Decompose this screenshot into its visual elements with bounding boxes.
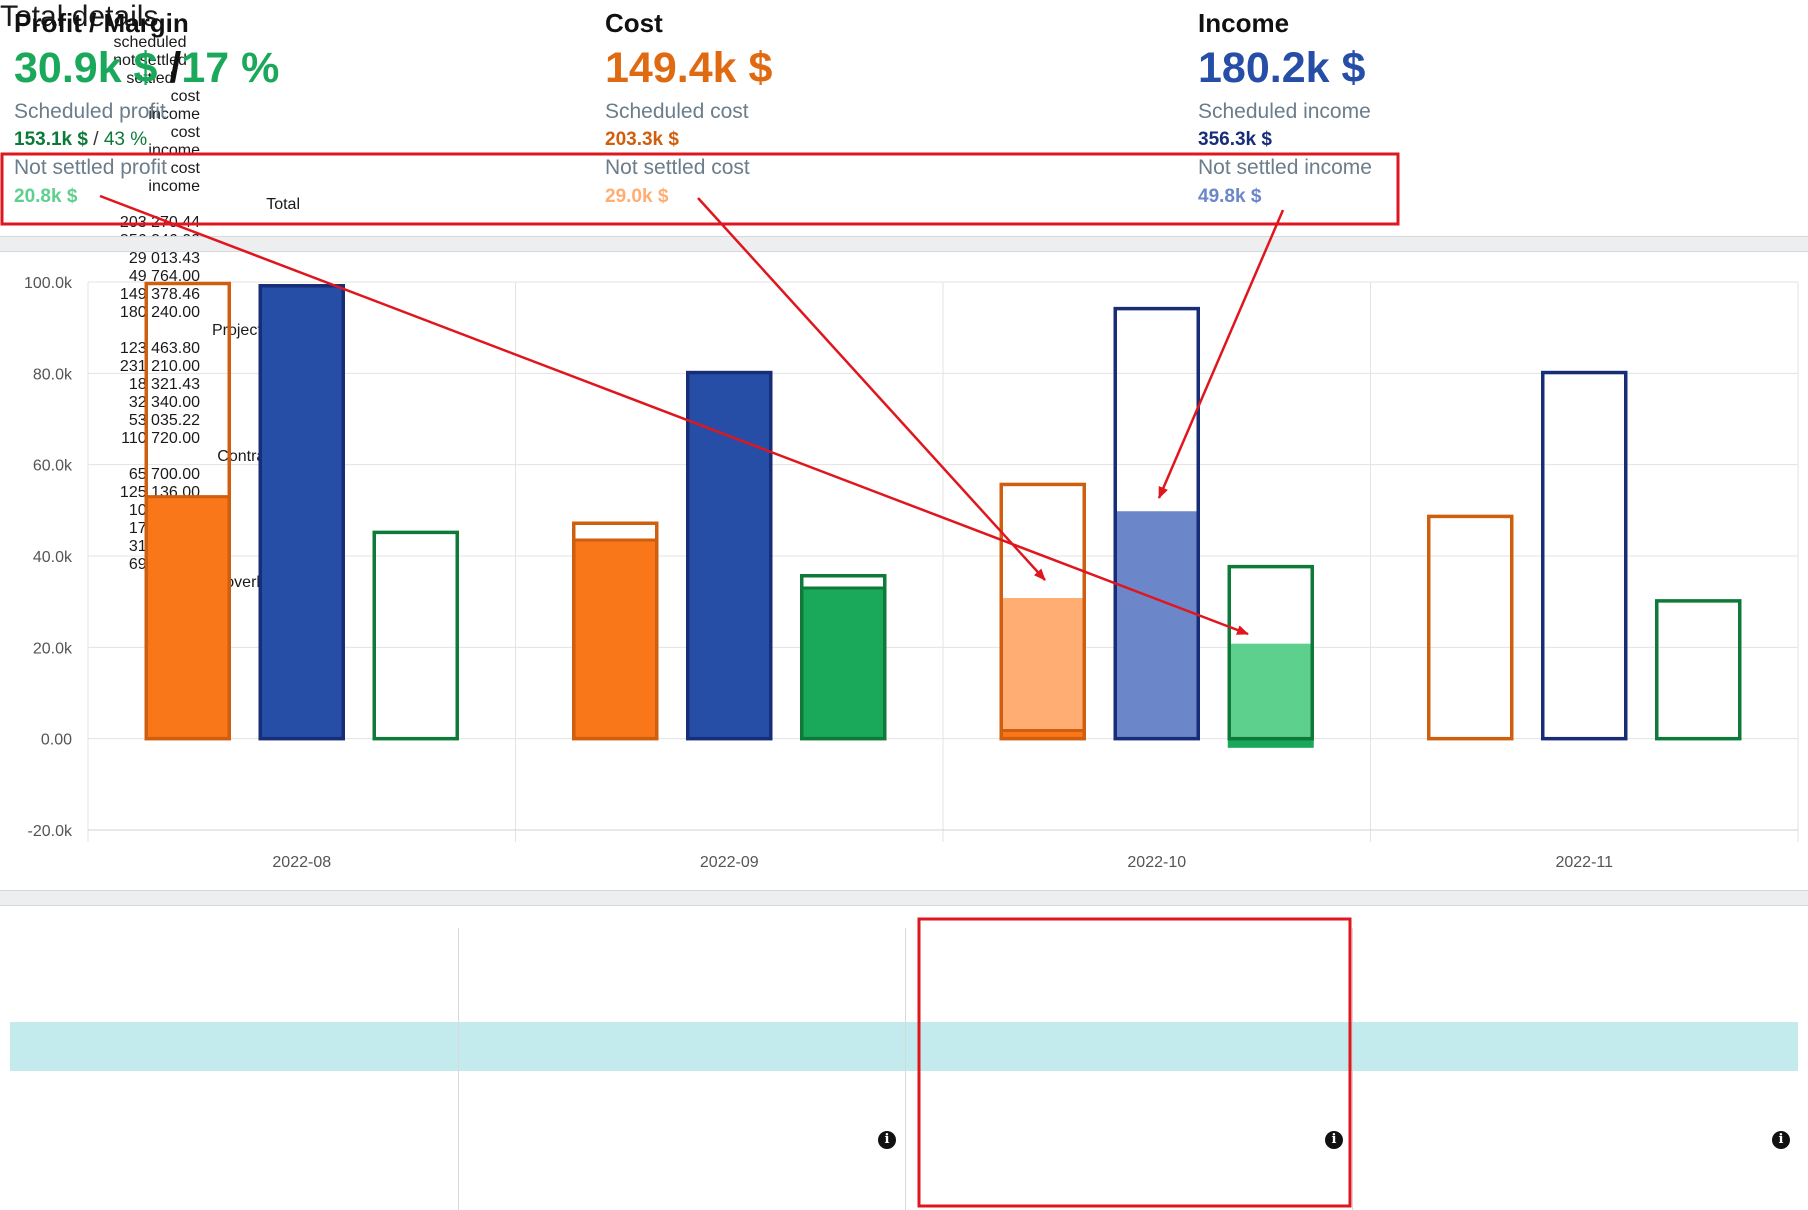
- x-tick-label: 2022-11: [1555, 854, 1613, 871]
- monthly-chart: -20.0k 0.00 20.0k 40.0k 60.0k 80.0k 100.0k 2022…: [24, 275, 1799, 871]
- y-tick-label: -20.0k: [28, 823, 73, 840]
- total-row-highlight: [10, 1022, 1798, 1071]
- not-settled-cost-label: Not settled cost: [605, 156, 750, 179]
- bar-scheduled-cost: [1427, 514, 1514, 741]
- scheduled-cost-label: Scheduled cost: [605, 100, 749, 123]
- scheduled-profit-margin: 43 %: [103, 129, 148, 150]
- section-divider-bottom: [0, 890, 1808, 906]
- not-settled-income-label: Not settled income: [1198, 156, 1372, 179]
- kpi-header: Profit / Margin 30.9k $ /17 % Scheduled …: [0, 0, 1808, 230]
- bar-settled-cost: [999, 730, 1086, 739]
- y-tick-label: 0.00: [41, 732, 72, 749]
- kpi-cost-value: 149.4k $: [605, 44, 773, 92]
- info-circle-icon[interactable]: i: [878, 1131, 896, 1149]
- bar-settled-cost: [144, 496, 231, 739]
- bar-scheduled-profit: [372, 530, 459, 741]
- scheduled-profit-value: 153.1k $ / 43 %: [14, 129, 147, 151]
- column-header-cost: cost: [170, 88, 200, 105]
- not-settled-profit-label: Not settled profit: [14, 156, 167, 179]
- group-header-settled: settled: [126, 70, 174, 87]
- bar-scheduled-profit: [1227, 564, 1314, 741]
- y-tick-label: 100.0k: [24, 275, 73, 292]
- scheduled-profit-amount: 153.1k $: [14, 129, 88, 150]
- scheduled-profit-sep: /: [87, 129, 104, 150]
- scheduled-cost-value: 203.3k $: [605, 129, 679, 150]
- info-circle-icon[interactable]: i: [1772, 1131, 1790, 1149]
- bar-settled-income: [258, 284, 345, 739]
- kpi-profit-value: 30.9k $ /17 %: [14, 44, 279, 93]
- not-settled-income-value: 49.8k $: [1198, 186, 1262, 207]
- scheduled-income-label: Scheduled income: [1198, 100, 1371, 123]
- table-title: Total details: [0, 0, 159, 33]
- column-header-cost: cost: [170, 124, 200, 141]
- group-header-not-settled: not settled: [113, 52, 187, 69]
- y-tick-label: 40.0k: [33, 549, 73, 566]
- column-divider: [905, 928, 906, 1210]
- column-divider: [1352, 928, 1353, 1210]
- y-tick-label: 20.0k: [33, 640, 73, 657]
- column-divider: [458, 928, 459, 1210]
- bar-settled-profit: [800, 587, 887, 739]
- x-tick-label: 2022-09: [700, 854, 759, 871]
- x-tick-label: 2022-10: [1127, 854, 1186, 871]
- section-divider-top: [0, 236, 1808, 252]
- kpi-cost-title: Cost: [605, 8, 663, 38]
- profit-margin: 17 %: [181, 44, 280, 92]
- not-settled-cost-value: 29.0k $: [605, 186, 669, 207]
- info-circle-icon[interactable]: i: [1325, 1131, 1343, 1149]
- y-tick-label: 80.0k: [33, 366, 73, 383]
- kpi-income-value: 180.2k $: [1198, 44, 1366, 92]
- y-tick-label: 60.0k: [33, 458, 73, 475]
- bar-not-settled-income: [1113, 511, 1200, 739]
- bar-not-settled-cost: [999, 598, 1086, 731]
- bar-scheduled-profit: [1655, 599, 1742, 741]
- bar-settled-profit: [1227, 738, 1314, 748]
- profit-slash: /: [169, 44, 182, 92]
- bar-not-settled-profit: [1227, 643, 1314, 739]
- x-tick-label: 2022-08: [272, 854, 331, 871]
- bar-settled-cost: [572, 540, 659, 739]
- kpi-income-title: Income: [1198, 8, 1290, 38]
- bar-scheduled-income: [1541, 370, 1628, 741]
- scheduled-income-value: 356.3k $: [1198, 129, 1272, 150]
- profit-amount: 30.9k $: [14, 44, 158, 92]
- bar-settled-income: [686, 371, 773, 739]
- column-header-income: income: [148, 106, 200, 123]
- scheduled-profit-label: Scheduled profit: [14, 100, 166, 123]
- not-settled-profit-value: 20.8k $: [14, 186, 78, 207]
- group-header-scheduled: scheduled: [113, 34, 187, 51]
- kpi-profit-title: Profit / Margin: [14, 8, 189, 38]
